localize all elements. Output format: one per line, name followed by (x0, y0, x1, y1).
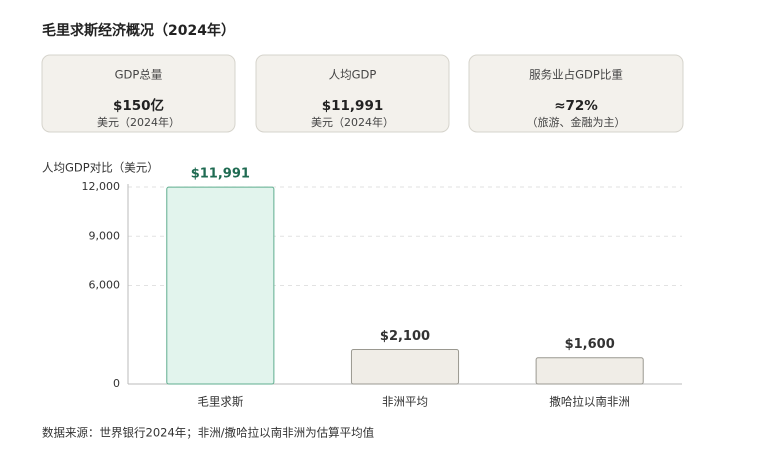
value-label: $1,600 (565, 337, 615, 352)
kpi-sub: （旅游、金融为主） (527, 115, 626, 129)
x-tick-label: 非洲平均 (382, 395, 428, 409)
source-note: 数据来源：世界银行2024年；非洲/撒哈拉以南非洲为估算平均值 (42, 426, 375, 440)
kpi-sub: 美元（2024年） (97, 115, 180, 129)
kpi-value: ≈72% (554, 98, 598, 114)
y-tick-label: 9,000 (89, 229, 121, 242)
kpi-sub: 美元（2024年） (311, 115, 394, 129)
kpi-label: 人均GDP (329, 68, 377, 82)
kpi-card (255, 54, 450, 133)
x-tick-label: 毛里求斯 (197, 395, 243, 409)
y-tick-label: 6,000 (89, 279, 121, 292)
y-tick-label: 12,000 (82, 180, 121, 193)
kpi-card (468, 54, 684, 133)
y-axis-label: 人均GDP对比（美元） (42, 161, 159, 175)
bar (535, 357, 644, 385)
value-label: $11,991 (191, 167, 250, 182)
kpi-value: $11,991 (322, 98, 384, 114)
kpi-label: 服务业占GDP比重 (529, 68, 623, 82)
kpi-label: GDP总量 (115, 68, 163, 82)
bar (166, 186, 275, 385)
kpi-card (41, 54, 236, 133)
value-label: $2,100 (380, 329, 430, 344)
page-title: 毛里求斯经济概况（2024年） (42, 22, 235, 39)
bar (350, 349, 460, 385)
kpi-value: $150亿 (113, 97, 164, 114)
y-tick-label: 0 (113, 377, 120, 390)
x-tick-label: 撒哈拉以南非洲 (549, 395, 630, 409)
